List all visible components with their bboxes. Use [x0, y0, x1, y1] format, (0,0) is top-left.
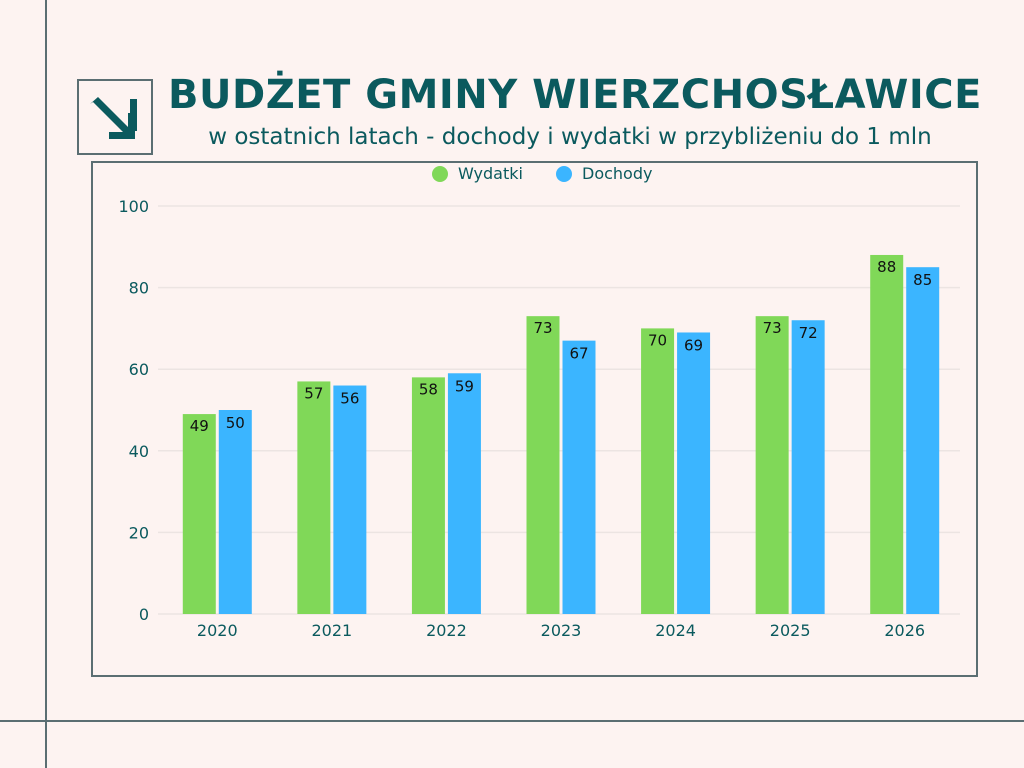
legend-item-wydatki: Wydatki	[432, 164, 523, 183]
data-label: 70	[648, 331, 667, 349]
logo	[77, 79, 153, 155]
decorative-vertical-line	[45, 0, 47, 768]
bar-dochody-2020	[218, 410, 252, 614]
x-tick-label: 2020	[197, 621, 238, 640]
bar-dochody-2024	[677, 332, 711, 614]
y-tick-label: 0	[139, 605, 149, 624]
legend-label: Dochody	[582, 164, 652, 183]
labels: 0 20 40 60 80 100 49 50 2020 57 56 2021 58 59 2022 73 67…	[118, 197, 932, 640]
x-tick-label: 2021	[311, 621, 352, 640]
legend-swatch	[432, 166, 448, 182]
bar-wydatki-2024	[641, 328, 675, 614]
y-tick-label: 60	[129, 360, 149, 379]
y-tick-label: 100	[118, 197, 149, 216]
decorative-horizontal-line	[0, 720, 1024, 722]
data-label: 50	[226, 414, 245, 432]
y-tick-label: 20	[129, 523, 149, 542]
x-tick-label: 2026	[884, 621, 925, 640]
x-tick-label: 2022	[426, 621, 467, 640]
data-label: 72	[799, 324, 818, 342]
page-subtitle: w ostatnich latach - dochody i wydatki w…	[208, 124, 932, 150]
chart-frame	[91, 161, 978, 677]
data-label: 58	[419, 380, 438, 398]
page-title: BUDŻET GMINY WIERZCHOSŁAWICE	[168, 72, 982, 118]
data-label: 67	[569, 345, 588, 363]
legend-label: Wydatki	[458, 164, 523, 183]
bar-dochody-2026	[906, 267, 940, 614]
x-tick-label: 2023	[541, 621, 582, 640]
data-label: 69	[684, 336, 703, 354]
bar-wydatki-2025	[755, 316, 789, 614]
bar-wydatki-2021	[297, 381, 331, 614]
y-tick-label: 80	[129, 279, 149, 298]
legend-item-dochody: Dochody	[556, 164, 652, 183]
bar-wydatki-2026	[870, 254, 904, 614]
arrow-down-right-icon	[90, 97, 137, 139]
bar-wydatki-2023	[526, 316, 560, 614]
bar-wydatki-2020	[182, 414, 216, 614]
legend-swatch	[556, 166, 572, 182]
data-label: 73	[533, 319, 552, 337]
bar-dochody-2023	[562, 340, 596, 614]
data-label: 88	[877, 258, 896, 276]
data-label: 85	[913, 271, 932, 289]
data-label: 57	[304, 384, 323, 402]
bars	[182, 254, 940, 614]
data-label: 56	[340, 390, 359, 408]
data-label: 59	[455, 377, 474, 395]
bar-dochody-2025	[791, 320, 825, 614]
x-tick-label: 2025	[770, 621, 811, 640]
bar-dochody-2022	[447, 373, 481, 614]
data-label: 49	[190, 417, 209, 435]
y-tick-label: 40	[129, 442, 149, 461]
legend: Wydatki Dochody	[432, 164, 652, 183]
bar-wydatki-2022	[411, 377, 445, 614]
data-label: 73	[763, 319, 782, 337]
bar-dochody-2021	[333, 385, 367, 614]
x-tick-label: 2024	[655, 621, 696, 640]
